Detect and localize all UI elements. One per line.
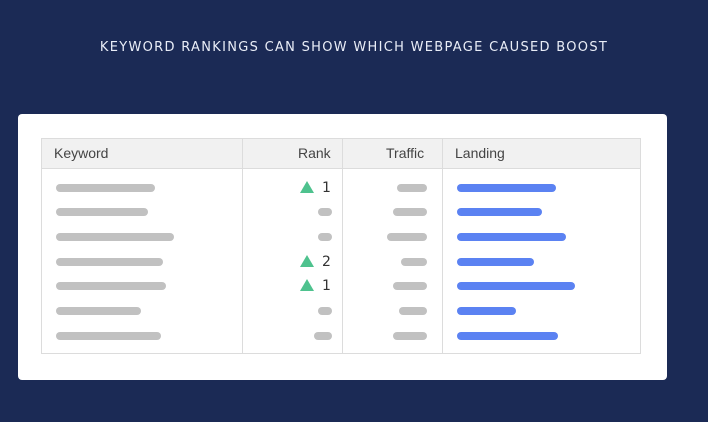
table-row [42, 225, 640, 249]
table-row [42, 299, 640, 323]
rank-value: 1 [322, 278, 331, 294]
traffic-placeholder-bar [393, 332, 427, 340]
landing-page-bar [457, 233, 566, 241]
keyword-placeholder-bar [56, 233, 174, 241]
keyword-placeholder-bar [56, 184, 155, 192]
landing-page-bar [457, 332, 558, 340]
table-row: 2 [42, 250, 640, 274]
rank-up-icon [300, 181, 314, 193]
column-divider [442, 139, 443, 353]
table-header: Keyword Rank Traffic Landing [42, 139, 640, 169]
rankings-card: Keyword Rank Traffic Landing 1 [18, 114, 667, 380]
table-row [42, 200, 640, 224]
keyword-placeholder-bar [56, 307, 141, 315]
rank-value: 1 [322, 180, 331, 196]
traffic-placeholder-bar [393, 208, 427, 216]
rank-up-icon [300, 279, 314, 291]
landing-page-bar [457, 258, 534, 266]
column-header-keyword: Keyword [54, 145, 109, 161]
rank-placeholder-bar [318, 208, 332, 216]
rank-up-icon [300, 255, 314, 267]
keyword-placeholder-bar [56, 208, 148, 216]
traffic-placeholder-bar [397, 184, 427, 192]
column-divider [342, 139, 343, 353]
keyword-placeholder-bar [56, 258, 163, 266]
landing-page-bar [457, 208, 542, 216]
rank-placeholder-bar [318, 307, 332, 315]
headline: KEYWORD RANKINGS CAN SHOW WHICH WEBPAGE … [99, 40, 609, 55]
rank-value: 2 [322, 254, 331, 270]
rank-placeholder-bar [318, 233, 332, 241]
column-divider [242, 139, 243, 353]
column-header-traffic: Traffic [386, 145, 425, 161]
traffic-placeholder-bar [387, 233, 427, 241]
keyword-placeholder-bar [56, 282, 166, 290]
table-row [42, 324, 640, 348]
keyword-placeholder-bar [56, 332, 161, 340]
traffic-placeholder-bar [399, 307, 427, 315]
traffic-placeholder-bar [393, 282, 427, 290]
column-header-rank: Rank [298, 145, 331, 161]
rank-placeholder-bar [314, 332, 332, 340]
traffic-placeholder-bar [401, 258, 427, 266]
landing-page-bar [457, 307, 516, 315]
rankings-table: Keyword Rank Traffic Landing 1 [41, 138, 641, 354]
landing-page-bar [457, 282, 575, 290]
table-row: 1 [42, 176, 640, 200]
table-row: 1 [42, 274, 640, 298]
landing-page-bar [457, 184, 556, 192]
column-header-landing: Landing [455, 145, 505, 161]
